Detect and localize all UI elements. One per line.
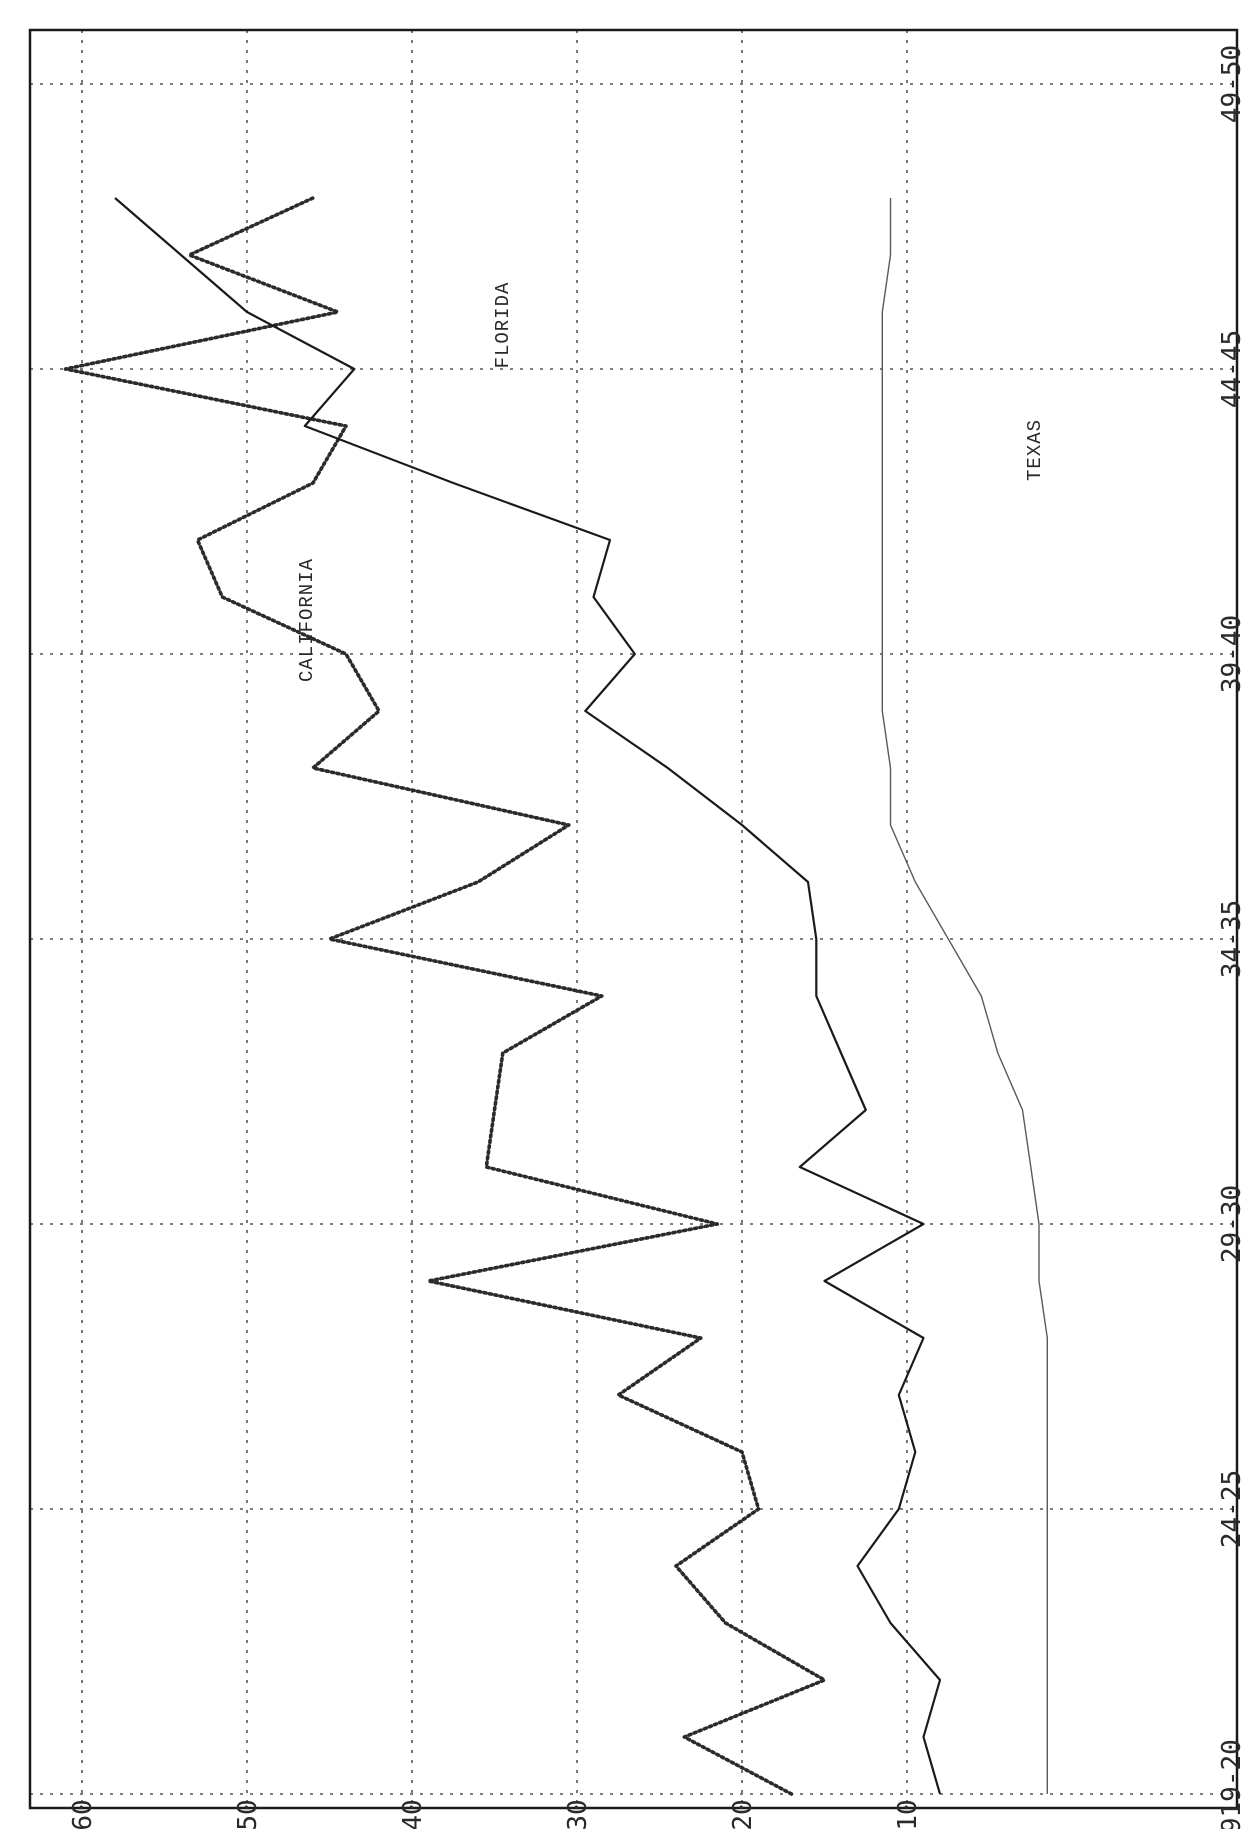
series-label-california: CALIFORNIA <box>296 558 318 682</box>
series-group <box>63 196 1049 1796</box>
x-tick-label: 34-35 <box>1217 900 1247 978</box>
x-tick-label: 1919-20 <box>1217 1739 1247 1829</box>
series-line-california <box>63 196 827 1796</box>
x-tick-label: 39-40 <box>1217 615 1247 693</box>
series-label-florida: FLORIDA <box>492 282 514 369</box>
y-tick-label: 40 <box>398 1799 428 1829</box>
x-tick-label: 24-25 <box>1217 1470 1247 1548</box>
y-tick-label: 30 <box>563 1799 593 1829</box>
series-line-texas <box>881 198 1049 1794</box>
x-tick-labels: 1919-20 24-25 29-30 34-35 39-40 44-45 49-50 <box>1217 45 1247 1829</box>
y-tick-label: 20 <box>728 1799 758 1829</box>
x-tick-label: 29-30 <box>1217 1185 1247 1263</box>
series-labels: CALIFORNIA FLORIDA TEXAS <box>296 282 1046 682</box>
x-tick-label: 44-45 <box>1217 330 1247 408</box>
x-tick-label: 49-50 <box>1217 45 1247 123</box>
y-tick-label: 60 <box>68 1799 98 1829</box>
series-line-florida <box>114 197 942 1795</box>
series-label-texas: TEXAS <box>1024 419 1046 481</box>
grid-lines <box>30 30 1237 1808</box>
plot-frame <box>28 28 1239 1810</box>
y-tick-label: 50 <box>233 1799 263 1829</box>
y-tick-labels: 60 50 40 30 20 10 <box>68 1799 923 1829</box>
y-tick-label: 10 <box>893 1799 923 1829</box>
